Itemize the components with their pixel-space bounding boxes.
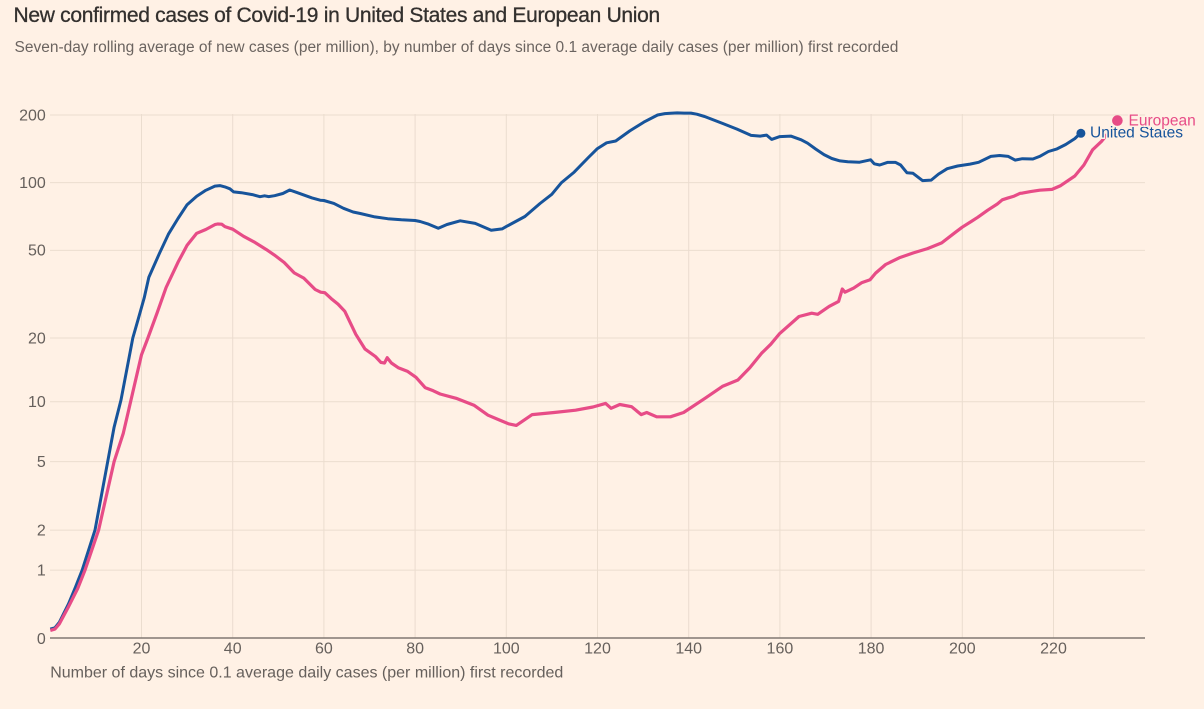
svg-text:100: 100 (19, 175, 46, 192)
svg-text:20: 20 (133, 641, 151, 658)
svg-text:0: 0 (37, 631, 46, 648)
svg-text:20: 20 (28, 330, 46, 347)
svg-text:120: 120 (584, 641, 611, 658)
svg-text:180: 180 (858, 641, 885, 658)
svg-text:200: 200 (19, 107, 46, 124)
svg-text:5: 5 (37, 454, 46, 471)
svg-text:80: 80 (406, 641, 424, 658)
svg-text:United States: United States (1090, 125, 1183, 142)
svg-text:2: 2 (37, 522, 46, 539)
svg-text:160: 160 (767, 641, 794, 658)
svg-text:10: 10 (28, 394, 46, 411)
svg-text:100: 100 (493, 641, 520, 658)
svg-text:140: 140 (675, 641, 702, 658)
svg-text:Number of days since 0.1 avera: Number of days since 0.1 average daily c… (50, 665, 563, 682)
svg-text:1: 1 (37, 562, 46, 579)
svg-text:220: 220 (1040, 641, 1067, 658)
svg-text:European: European (1129, 113, 1196, 130)
svg-text:60: 60 (315, 641, 333, 658)
svg-text:200: 200 (949, 641, 976, 658)
svg-text:50: 50 (28, 243, 46, 260)
svg-text:40: 40 (224, 641, 242, 658)
